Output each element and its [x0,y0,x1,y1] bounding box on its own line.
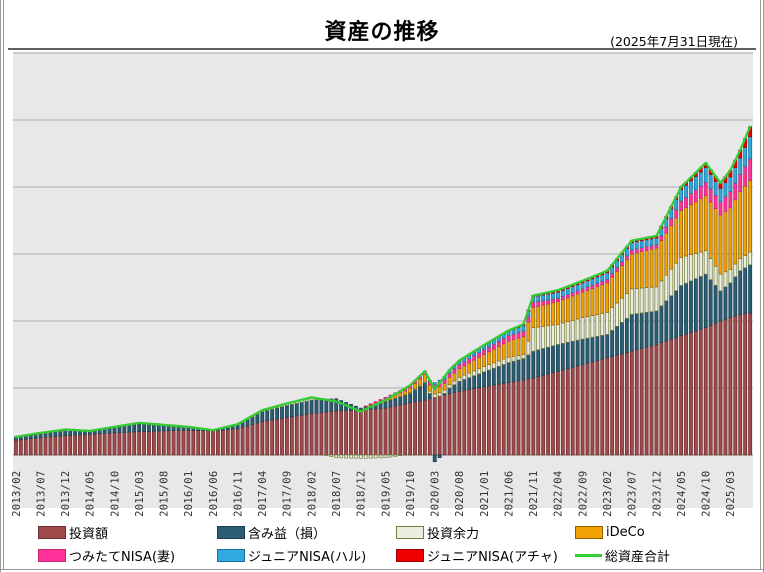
x-tick-label: 2019/10 [405,471,417,517]
legend-item-4: つみたてNISA(妻) [38,546,217,565]
window-border-left-inner [3,0,4,570]
legend-label: iDeCo [606,525,645,540]
legend-label: 総資産合計 [605,550,671,565]
x-tick-label: 2016/11 [232,471,244,517]
x-tick-label: 2016/01 [183,471,195,517]
title-divider [8,48,756,50]
legend-swatch-3 [575,526,603,539]
x-tick-label: 2013/02 [11,471,23,517]
x-tick-label: 2016/06 [208,471,220,517]
x-tick-label: 2018/07 [331,471,343,517]
x-tick-label: 2017/09 [282,471,294,517]
legend-item-3: iDeCo [575,525,754,540]
x-tick-label: 2014/10 [109,471,121,517]
x-tick-label: 2014/05 [85,471,97,517]
legend-swatch-4 [38,549,66,562]
legend-label: ジュニアNISA(アチャ) [427,550,558,565]
x-tick-label: 2017/04 [257,471,269,517]
legend-label: 含み益（損） [248,527,327,542]
x-tick-label: 2020/03 [430,471,442,517]
legend-item-6: ジュニアNISA(アチャ) [396,546,575,565]
x-axis-labels: 2013/02 2013/07 2013/12 2014/05 2014/10 2015/… [11,471,737,517]
legend-swatch-1 [217,526,245,539]
as-of-date: (2025年7月31日現在) [610,34,738,49]
x-tick-label: 2015/03 [134,471,146,517]
x-tick-label: 2015/08 [159,471,171,517]
total-assets-line [14,125,752,439]
legend-swatch-5 [217,549,245,562]
gridlines [13,52,753,456]
x-tick-label: 2022/09 [577,471,589,517]
legend-swatch-0 [38,526,66,539]
x-tick-label: 2013/07 [35,471,47,517]
window-border-left-outer [0,0,1,572]
chart-legend: 投資額 含み益（損） 投資余力 iDeCo つみたてNISA(妻) ジュニアNISA(ハル… [10,521,754,567]
x-tick-label: 2023/07 [627,471,639,517]
legend-item-1: 含み益（損） [217,523,396,542]
legend-item-7: 総資産合計 [575,546,754,565]
x-tick-label: 2025/03 [725,471,737,517]
plot-area [13,52,753,508]
x-tick-label: 2023/02 [602,471,614,517]
page-title: 資産の推移 [324,20,440,45]
x-tick-label: 2019/05 [380,471,392,517]
x-tick-label: 2024/05 [676,471,688,517]
legend-item-5: ジュニアNISA(ハル) [217,546,396,565]
x-tick-label: 2021/11 [528,471,540,517]
x-tick-label: 2021/06 [503,471,515,517]
x-tick-label: 2023/12 [651,471,663,517]
x-tick-label: 2013/12 [60,471,72,517]
window-border-bottom [0,569,764,570]
legend-swatch-2 [396,526,424,539]
x-tick-label: 2022/04 [553,471,565,517]
legend-swatch-7 [575,554,602,557]
legend-item-2: 投資余力 [396,523,575,542]
window-border-right-inner [760,0,761,570]
legend-label: 投資額 [69,527,109,542]
x-tick-label: 2024/10 [701,471,713,517]
x-tick-label: 2021/01 [479,471,491,517]
legend-swatch-6 [396,549,424,562]
legend-label: ジュニアNISA(ハル) [248,550,367,565]
legend-label: つみたてNISA(妻) [69,550,176,565]
x-tick-label: 2018/02 [306,471,318,517]
legend-label: 投資余力 [427,527,480,542]
x-tick-label: 2020/08 [454,471,466,517]
legend-item-0: 投資額 [38,523,217,542]
x-tick-label: 2018/12 [356,471,368,517]
